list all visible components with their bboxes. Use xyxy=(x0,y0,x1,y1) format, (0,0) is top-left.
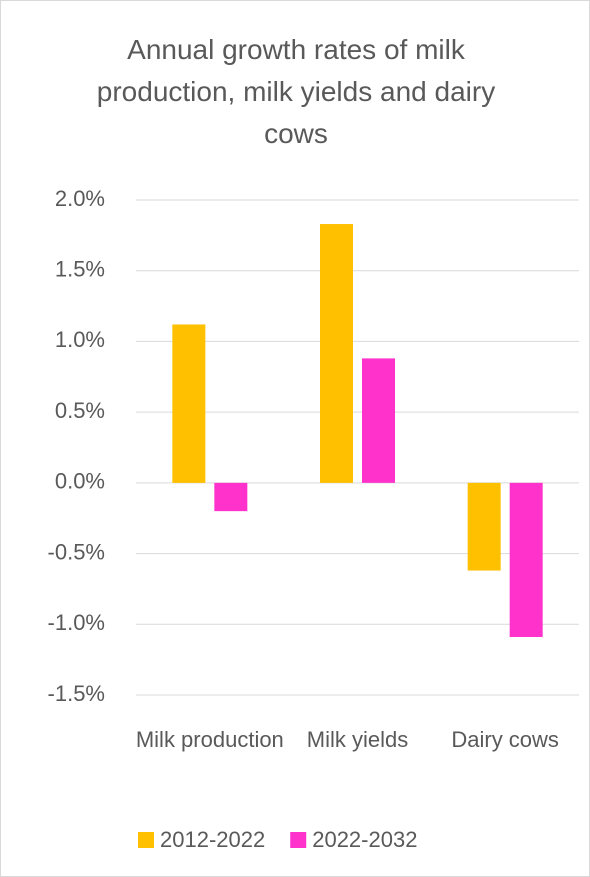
bar xyxy=(362,358,395,483)
legend-label: 2012-2022 xyxy=(160,827,265,852)
legend-label: 2022-2032 xyxy=(312,827,417,852)
y-tick-label: 1.0% xyxy=(55,327,105,352)
x-tick-label: Dairy cows xyxy=(451,727,559,752)
legend-swatch xyxy=(290,832,307,848)
bar xyxy=(214,482,248,512)
y-tick-label: 0.5% xyxy=(55,398,105,423)
x-tick-label: Milk production xyxy=(135,727,284,752)
y-tick-label: 0.0% xyxy=(55,469,105,494)
x-tick-label: Milk yields xyxy=(306,727,409,752)
y-tick-label: -1.5% xyxy=(48,681,105,706)
y-tick-label: 1.5% xyxy=(55,257,105,282)
y-tick-label: 2.0% xyxy=(55,186,105,211)
bar xyxy=(509,482,543,638)
bar xyxy=(467,482,501,571)
y-tick-label: -1.0% xyxy=(48,610,105,635)
y-tick-label: -0.5% xyxy=(48,539,105,564)
chart-title: Annual growth rates of milk production, … xyxy=(96,34,496,149)
legend-swatch xyxy=(138,832,154,848)
bar xyxy=(320,224,353,483)
bar xyxy=(172,324,206,483)
